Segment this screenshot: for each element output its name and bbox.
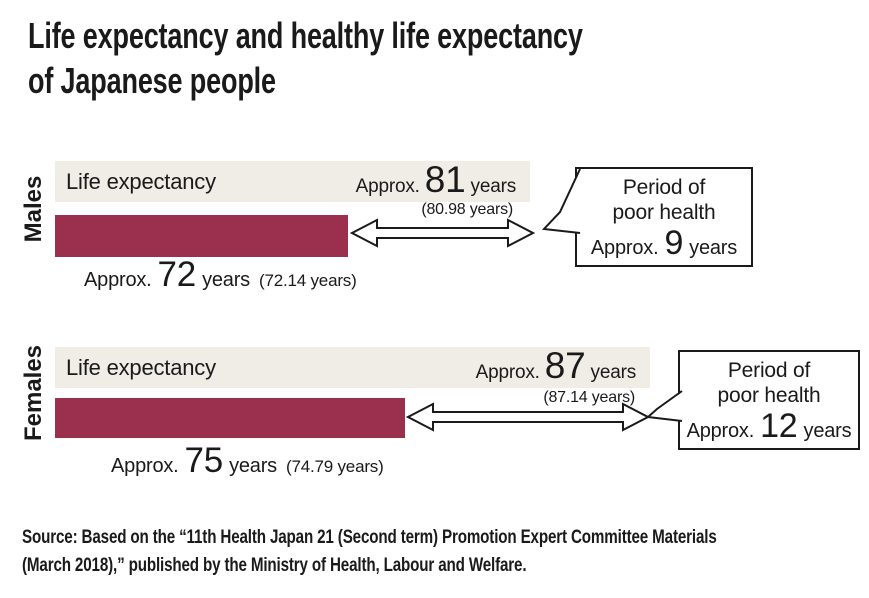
years-unit: years (590, 362, 637, 383)
poor-health-years-males: Approx. 9 years (577, 226, 751, 260)
healthy-life-expectancy-value-males: 72 (157, 255, 197, 294)
life-expectancy-approx-males: Approx. 81 years (355, 159, 517, 200)
approx-prefix: Approx. (590, 237, 659, 259)
poor-health-callout-females: Period of poor health Approx. 12 years (678, 350, 860, 450)
healthy-life-expectancy-label-males: Approx. 72 years (72.14 years) (84, 255, 357, 295)
life-expectancy-label: Life expectancy (66, 354, 216, 380)
years-unit: years (470, 176, 517, 197)
approx-prefix: Approx. (84, 269, 152, 291)
healthy-life-expectancy-bar-females (55, 398, 405, 438)
healthy-life-expectancy-exact-females: (74.79 years) (285, 457, 384, 476)
callout-line2: poor health (612, 201, 716, 224)
healthy-life-expectancy-exact-males: (72.14 years) (258, 271, 357, 290)
double-headed-arrow-icon (350, 218, 535, 248)
years-unit: years (202, 269, 250, 291)
life-expectancy-exact-males: (80.98 years) (421, 201, 513, 218)
poor-health-value-males: 9 (664, 224, 684, 262)
callout-line1: Period of (622, 176, 706, 199)
years-unit: years (229, 455, 277, 477)
approx-prefix: Approx. (111, 455, 179, 477)
poor-health-years-females: Approx. 12 years (680, 409, 858, 443)
approx-prefix: Approx. (475, 362, 540, 383)
callout-line2: poor health (717, 384, 821, 407)
callout-tail-icon (645, 390, 684, 422)
page-title-line1: Life expectancy and healthy life expecta… (28, 15, 583, 56)
life-expectancy-label: Life expectancy (66, 168, 216, 194)
life-expectancy-value-males: 81 (424, 159, 466, 200)
years-unit: years (689, 237, 738, 259)
poor-health-callout-males: Period of poor health Approx. 9 years (575, 167, 753, 267)
group-label-females: Females (20, 344, 47, 442)
callout-line1: Period of (727, 359, 811, 382)
healthy-life-expectancy-label-females: Approx. 75 years (74.79 years) (111, 441, 384, 481)
source-line1: Source: Based on the “11th Health Japan … (22, 527, 717, 548)
source-line2: (March 2018),” published by the Ministry… (22, 555, 527, 576)
life-expectancy-track-females: Life expectancy Approx. 87 years (55, 347, 650, 388)
group-label-males: Males (20, 175, 47, 243)
life-expectancy-approx-females: Approx. 87 years (475, 345, 637, 386)
healthy-life-expectancy-value-females: 75 (184, 441, 224, 480)
approx-prefix: Approx. (686, 420, 755, 442)
page-title: Life expectancy and healthy life expecta… (28, 13, 583, 103)
page-title-line2: of Japanese people (28, 60, 276, 101)
life-expectancy-exact-females: (87.14 years) (543, 389, 635, 406)
years-unit: years (803, 420, 852, 442)
life-expectancy-track-males: Life expectancy Approx. 81 years (55, 161, 530, 202)
poor-health-value-females: 12 (760, 407, 798, 445)
callout-tail-icon (541, 168, 581, 234)
source-note: Source: Based on the “11th Health Japan … (22, 524, 717, 580)
healthy-life-expectancy-bar-males (55, 215, 348, 257)
double-headed-arrow-icon (406, 402, 650, 432)
approx-prefix: Approx. (355, 176, 420, 197)
life-expectancy-value-females: 87 (544, 345, 586, 386)
